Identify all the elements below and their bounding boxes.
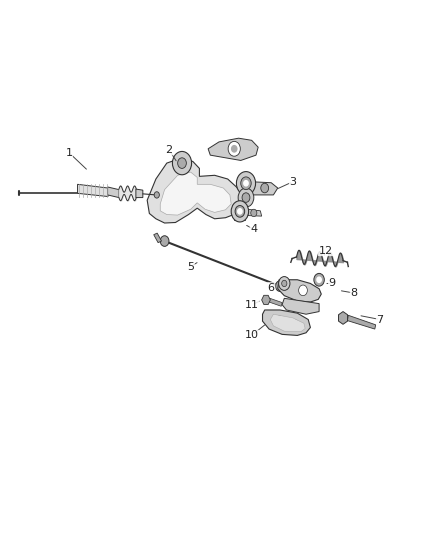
- Polygon shape: [282, 298, 319, 314]
- Circle shape: [238, 188, 254, 207]
- Text: 4: 4: [250, 224, 258, 235]
- Circle shape: [235, 206, 245, 217]
- Text: 1: 1: [65, 148, 72, 158]
- Polygon shape: [339, 312, 348, 324]
- Circle shape: [290, 319, 299, 330]
- Text: 3: 3: [290, 176, 297, 187]
- Polygon shape: [261, 295, 270, 304]
- Circle shape: [276, 281, 284, 292]
- Circle shape: [282, 280, 287, 287]
- Circle shape: [241, 177, 251, 190]
- Polygon shape: [234, 215, 245, 220]
- Polygon shape: [262, 310, 311, 335]
- Polygon shape: [278, 280, 321, 302]
- Circle shape: [261, 183, 268, 193]
- Circle shape: [154, 192, 159, 198]
- Circle shape: [231, 201, 249, 222]
- Text: 12: 12: [318, 246, 333, 256]
- Polygon shape: [247, 209, 261, 216]
- Circle shape: [275, 316, 283, 326]
- Circle shape: [160, 236, 169, 246]
- Polygon shape: [136, 189, 143, 198]
- Circle shape: [251, 209, 257, 216]
- Text: 2: 2: [166, 145, 173, 155]
- Text: 9: 9: [328, 278, 336, 288]
- Text: 10: 10: [245, 330, 259, 341]
- Circle shape: [242, 193, 250, 203]
- Circle shape: [237, 172, 255, 195]
- Text: 6: 6: [268, 282, 275, 293]
- Polygon shape: [154, 233, 162, 243]
- Circle shape: [244, 181, 248, 186]
- Polygon shape: [270, 314, 305, 332]
- Circle shape: [299, 285, 307, 296]
- Circle shape: [279, 277, 290, 290]
- Text: 11: 11: [245, 300, 259, 310]
- Text: 5: 5: [187, 262, 194, 271]
- Circle shape: [173, 151, 191, 175]
- Text: 7: 7: [377, 314, 384, 325]
- Circle shape: [317, 277, 321, 282]
- Circle shape: [314, 273, 324, 286]
- Circle shape: [232, 146, 237, 152]
- Polygon shape: [160, 172, 231, 215]
- Circle shape: [228, 141, 240, 156]
- Circle shape: [238, 209, 242, 214]
- Text: 8: 8: [350, 288, 357, 298]
- Polygon shape: [108, 187, 119, 198]
- Circle shape: [178, 158, 186, 168]
- Polygon shape: [147, 158, 243, 223]
- Polygon shape: [347, 316, 376, 329]
- Polygon shape: [78, 184, 108, 197]
- Polygon shape: [208, 138, 258, 160]
- Polygon shape: [269, 298, 282, 306]
- Polygon shape: [250, 182, 278, 195]
